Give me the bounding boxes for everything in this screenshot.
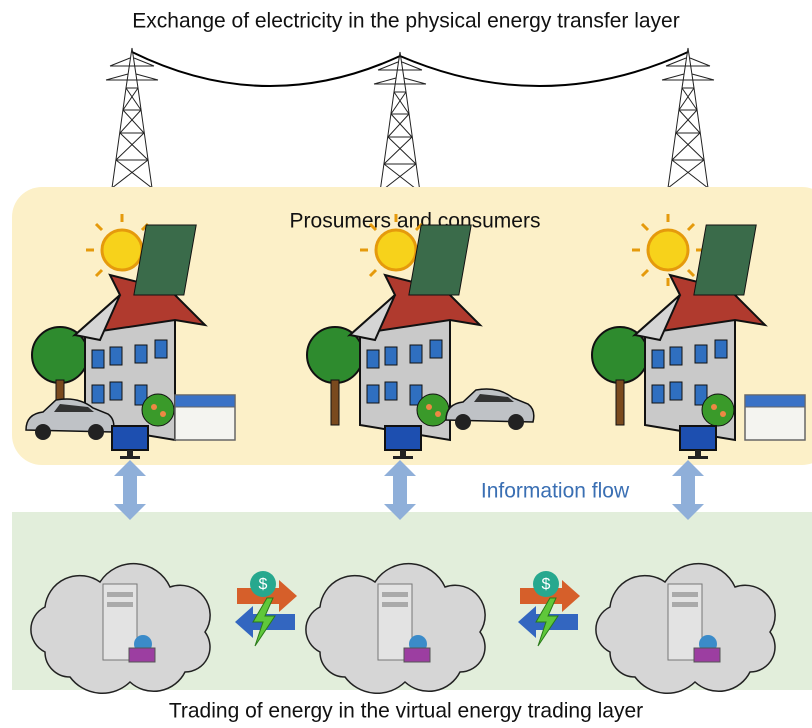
layer-title: Exchange of electricity in the physical … [132,10,679,33]
coin-symbol: $ [542,576,551,593]
diagram: Exchange of electricity in the physical … [0,0,812,728]
prosumer-label: Prosumers and consumers [290,210,541,233]
info-arrow [114,460,146,520]
battery [175,395,235,440]
transmission-tower [106,48,158,188]
transmission-tower [662,48,714,188]
power-line [132,52,688,86]
layer-caption: Trading of energy in the virtual energy … [169,700,643,723]
coin-symbol: $ [259,576,268,593]
transmission-tower [374,52,426,192]
body: Exchange of electricity in the physical … [0,0,812,728]
battery [745,395,805,440]
info-flow-label: Information flow [481,480,630,503]
info-arrow [672,460,704,520]
info-arrow [384,460,416,520]
page: Energy trading layers {"header": {"title… [0,0,812,728]
